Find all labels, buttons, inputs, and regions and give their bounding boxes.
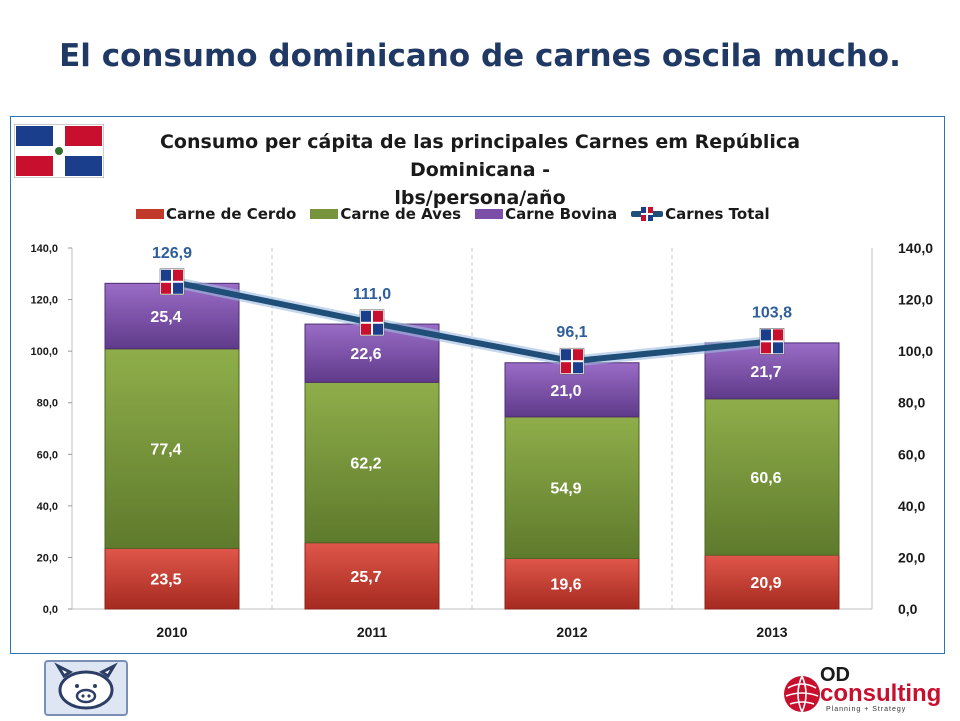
legend-swatch-cerdo — [136, 209, 164, 219]
legend-item-total: Carnes Total — [631, 205, 770, 223]
data-label-bovina: 25,4 — [150, 309, 181, 326]
total-line — [171, 278, 773, 365]
data-label-cerdo: 20,9 — [750, 575, 781, 592]
marker-q2 — [573, 349, 583, 361]
marker-q4 — [373, 323, 383, 335]
y2-tick-label: 60,0 — [898, 446, 925, 462]
bar-cerdo — [704, 554, 840, 610]
legend-label-aves: Carne de Aves — [340, 205, 462, 223]
bar-aves — [304, 381, 440, 544]
globe-icon — [784, 675, 820, 713]
marker-q1 — [161, 269, 171, 281]
data-label-cerdo: 25,7 — [350, 569, 381, 586]
marker-q1 — [361, 310, 371, 322]
legend-label-bovina: Carne Bovina — [505, 205, 618, 223]
data-label-bovina: 21,0 — [550, 383, 581, 400]
legend-item-aves: Carne de Aves — [310, 205, 461, 223]
x-tick-label: 2010 — [156, 624, 187, 640]
legend-line-total — [631, 207, 664, 221]
marker-q3 — [361, 323, 371, 335]
legend-label-cerdo: Carne de Cerdo — [166, 205, 297, 223]
total-marker — [759, 328, 785, 355]
bar-aves — [104, 348, 240, 549]
chart-title-line-1: Consumo per cápita de las principales Ca… — [159, 131, 801, 181]
x-tick-label: 2012 — [556, 624, 587, 640]
y2-tick-label: 100,0 — [898, 343, 933, 359]
marker-q3 — [161, 282, 171, 294]
company-prefix: OD — [820, 664, 850, 686]
legend-swatch-aves — [310, 209, 339, 219]
dominican-flag-icon — [641, 207, 654, 221]
chart-legend: Carne de Cerdo Carne de Aves Carne Bovin… — [136, 203, 784, 225]
od-consulting-logo: OD consulting Planning + Strategy — [780, 660, 942, 716]
y-tick-label: 80,0 — [37, 398, 58, 410]
total-marker — [359, 309, 385, 337]
marker-q4 — [573, 362, 583, 374]
y2-tick-label: 0,0 — [898, 601, 918, 617]
marker-q2 — [373, 310, 383, 322]
marker-q3 — [761, 342, 771, 354]
y-tick-label: 120,0 — [30, 295, 58, 307]
chart-title: Consumo per cápita de las principales Ca… — [110, 128, 850, 212]
y-tick-label: 60,0 — [37, 449, 58, 461]
total-data-label: 111,0 — [353, 286, 391, 303]
y2-tick-label: 140,0 — [898, 240, 933, 256]
marker-q3 — [561, 362, 571, 374]
data-label-cerdo: 19,6 — [550, 577, 581, 594]
total-data-label: 103,8 — [752, 304, 792, 321]
legend-item-bovina: Carne Bovina — [475, 205, 617, 223]
total-data-label: 96,1 — [556, 324, 587, 341]
y-tick-label: 40,0 — [37, 501, 58, 513]
x-tick-label: 2013 — [756, 624, 787, 640]
y-tick-label: 100,0 — [30, 346, 58, 358]
y-tick-label: 140,0 — [30, 243, 58, 255]
bar-cerdo — [304, 542, 440, 610]
pig-logo-icon — [44, 660, 128, 716]
legend-swatch-bovina — [475, 209, 504, 219]
y-tick-label: 0,0 — [43, 604, 58, 616]
marker-q4 — [773, 342, 783, 354]
data-label-aves: 77,4 — [150, 442, 181, 459]
bar-cerdo — [104, 547, 240, 610]
company-tagline: Planning + Strategy — [826, 706, 907, 713]
x-tick-label: 2011 — [357, 624, 388, 640]
data-label-bovina: 22,6 — [350, 346, 381, 363]
y2-tick-label: 20,0 — [898, 549, 925, 565]
y2-tick-label: 40,0 — [898, 498, 925, 514]
chart-title-line-2: lbs/persona/año — [394, 187, 566, 209]
marker-q4 — [173, 282, 183, 294]
page-title: El consumo dominicano de carnes oscila m… — [59, 38, 901, 74]
legend-item-cerdo: Carne de Cerdo — [136, 205, 296, 223]
bar-aves — [704, 398, 840, 556]
marker-q1 — [761, 329, 771, 341]
marker-q1 — [561, 349, 571, 361]
marker-q2 — [173, 269, 183, 281]
data-label-cerdo: 23,5 — [150, 572, 181, 589]
total-marker — [559, 347, 585, 375]
y-tick-label: 20,0 — [37, 552, 58, 564]
data-label-aves: 62,2 — [350, 456, 381, 473]
legend-label-total: Carnes Total — [665, 205, 770, 223]
y2-tick-label: 120,0 — [898, 292, 933, 308]
data-label-bovina: 21,7 — [750, 364, 781, 381]
data-label-aves: 60,6 — [750, 470, 781, 487]
data-label-aves: 54,9 — [550, 481, 581, 498]
company-name: consulting — [820, 680, 942, 707]
dominican-flag-icon — [14, 124, 104, 178]
y2-tick-label: 80,0 — [898, 395, 925, 411]
bar-aves — [504, 416, 640, 559]
total-data-label: 126,9 — [152, 245, 192, 262]
bar-cerdo — [504, 557, 640, 610]
total-marker — [159, 268, 185, 296]
marker-q2 — [773, 329, 783, 341]
